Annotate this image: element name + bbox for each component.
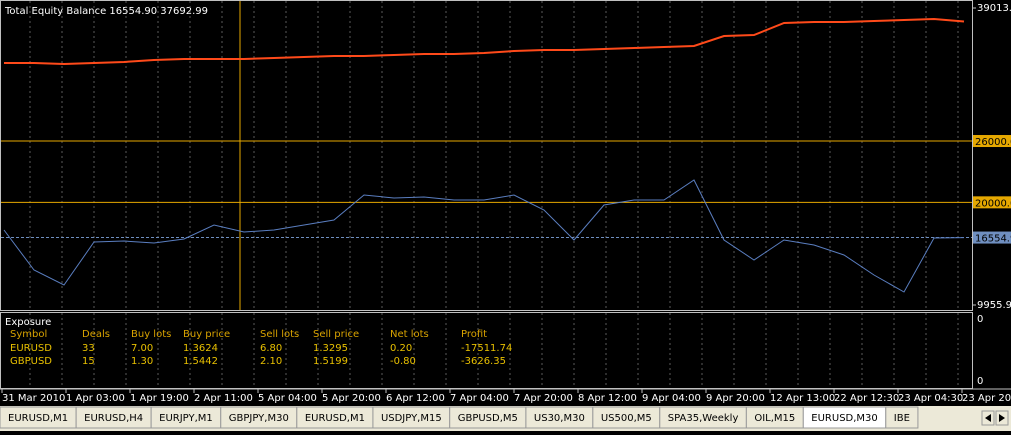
x-tick-label: 9 Apr 04:00 [642, 393, 701, 404]
chart-background [0, 0, 1011, 406]
tab-label: GBPUSD,M5 [458, 413, 518, 424]
column-header: Deals [82, 329, 110, 340]
table-cell: 1.5199 [313, 356, 348, 367]
table-cell: -0.80 [390, 356, 416, 367]
x-tick-label: 23 Apr 20:30 [962, 393, 1011, 404]
x-tick-label: 9 Apr 20:00 [706, 393, 765, 404]
level-label: 20000.00 [975, 198, 1011, 209]
table-cell: 15 [82, 356, 95, 367]
tab[interactable]: GBPUSD,M5 [449, 406, 527, 429]
tab-label: EURUSD,M1 [305, 413, 365, 424]
level-label-box [973, 231, 1011, 244]
column-header: Net lots [390, 329, 429, 340]
tab[interactable]: EURUSD,M30 [802, 406, 887, 429]
table-cell: 1.3295 [313, 343, 348, 354]
table-cell: 0.20 [390, 343, 412, 354]
column-header: Buy price [183, 329, 230, 340]
tab-label: USDJPY,M15 [381, 413, 442, 424]
level-label-box [973, 196, 1011, 209]
level-label: 26000.00 [975, 137, 1011, 148]
series-line [3, 179, 965, 293]
x-tick-label: 1 Apr 03:00 [66, 393, 125, 404]
tab[interactable]: IBE [885, 406, 919, 429]
column-header: Sell price [313, 329, 359, 340]
tab-background [885, 406, 919, 429]
table-cell: 7.00 [131, 343, 153, 354]
tab[interactable]: SPA35,Weekly [659, 406, 747, 429]
column-header: Buy lots [131, 329, 171, 340]
x-tick-label: 1 Apr 19:00 [130, 393, 189, 404]
tab[interactable]: EURUSD,H4 [75, 406, 152, 429]
x-tick-label: 6 Apr 12:00 [386, 393, 445, 404]
tab[interactable]: US500,M5 [592, 406, 661, 429]
tab[interactable]: GBPJPY,M30 [220, 406, 298, 429]
table-cell: -3626.35 [461, 356, 506, 367]
main-frame [0, 0, 973, 311]
table-cell: 1.3624 [183, 343, 218, 354]
x-tick-label: 8 Apr 12:00 [578, 393, 637, 404]
column-header: Profit [461, 329, 487, 340]
plot: 9955.95 39013.8 26000.00 20000.00 16554.90 31… [1, 1, 1011, 404]
tab-label: SPA35,Weekly [668, 413, 739, 424]
x-tick-label: 12 Apr 13:00 [770, 393, 835, 404]
tab[interactable]: EURJPY,M1 [150, 406, 222, 429]
tab-label: US30,M30 [534, 413, 585, 424]
x-tick-label: 23 Apr 04:30 [898, 393, 963, 404]
y-tick-label: 9955.95 [977, 300, 1011, 311]
tab[interactable]: US30,M30 [525, 406, 594, 429]
x-tick-label: 2 Apr 11:00 [194, 393, 253, 404]
table-cell: 33 [82, 343, 95, 354]
tab-label: IBE [894, 413, 910, 424]
level-label-box [973, 135, 1011, 148]
tab-label: EURJPY,M1 [159, 413, 213, 424]
arrow-right-icon [999, 414, 1005, 422]
series-line [4, 17, 965, 66]
tab-label: EURUSD,M30 [811, 413, 877, 424]
column-header: Symbol [10, 329, 47, 340]
x-tick-label: 7 Apr 20:00 [514, 393, 573, 404]
sub-axis-label: 0 [977, 376, 983, 387]
table-cell: 1.5442 [183, 356, 218, 367]
x-tick-label: 22 Apr 12:30 [834, 393, 899, 404]
x-tick-label: 31 Mar 2010 [2, 393, 65, 404]
tab[interactable]: OIL,M15 [745, 406, 804, 429]
table-cell: 6.80 [260, 343, 282, 354]
column-header: Sell lots [260, 329, 299, 340]
table-cell: 2.10 [260, 356, 282, 367]
exposure-title: Exposure [5, 317, 51, 328]
tab-label: EURUSD,M1 [8, 413, 68, 424]
y-tick-label: 39013.8 [977, 3, 1011, 14]
chart-title: Total Equity Balance 16554.90 37692.99 [4, 6, 208, 17]
table-cell: GBPUSD [10, 356, 52, 367]
tab[interactable]: USDJPY,M15 [372, 406, 451, 429]
x-tick-label: 5 Apr 20:00 [322, 393, 381, 404]
tab[interactable]: EURUSD,M1 [296, 406, 374, 429]
tab-label: OIL,M15 [754, 413, 795, 424]
x-tick-label: 7 Apr 04:00 [450, 393, 509, 404]
tab-label: GBPJPY,M30 [229, 413, 289, 424]
tab-label: EURUSD,H4 [84, 413, 143, 424]
level-label: 16554.90 [975, 234, 1011, 245]
x-tick-label: 5 Apr 04:00 [258, 393, 317, 404]
tab[interactable]: EURUSD,M1 [0, 406, 77, 429]
table-cell: 1.30 [131, 356, 153, 367]
arrow-left-icon [985, 414, 991, 422]
table-cell: -17511.74 [461, 343, 512, 354]
sub-axis-label: 0 [977, 314, 983, 325]
table-cell: EURUSD [10, 343, 52, 354]
tab-label: US500,M5 [601, 413, 652, 424]
